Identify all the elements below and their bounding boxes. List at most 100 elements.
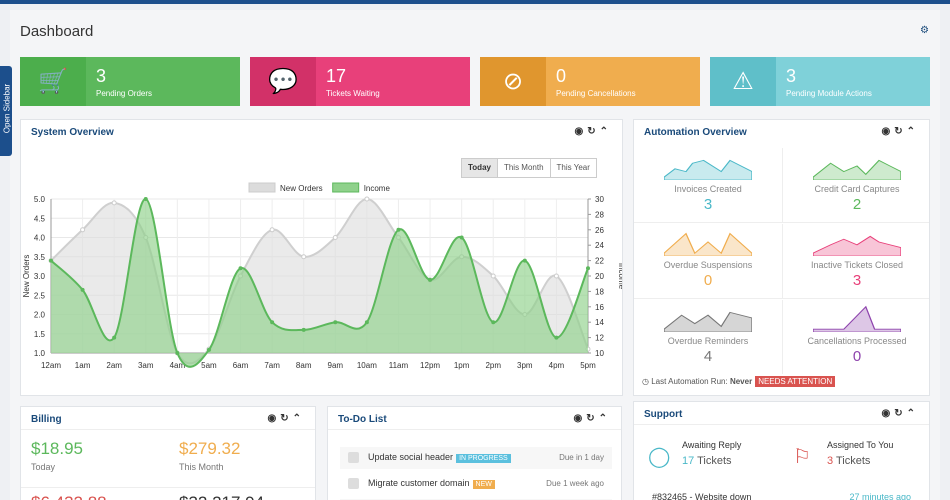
stat-box: ⚠ 3 Pending Module Actions <box>710 57 930 106</box>
x-tick-label: 4pm <box>549 361 565 370</box>
divider <box>328 429 621 430</box>
stat-icon: ⊘ <box>480 57 546 106</box>
billing-amount: $32,217.94 <box>179 493 264 500</box>
panel-title: System Overview <box>31 127 114 138</box>
stat-box: ⊘ 0 Pending Cancellations <box>480 57 700 106</box>
stat-label: Tickets Waiting <box>326 89 380 98</box>
legend-swatch <box>248 182 276 193</box>
point <box>80 227 86 233</box>
support-panel: Support ◉↻⌃ ◯ Awaiting Reply 17 Tickets ⚐ As… <box>633 401 930 500</box>
panel-tools[interactable]: ◉↻⌃ <box>573 413 611 424</box>
billing-period: This Month <box>179 462 224 472</box>
panel-tools[interactable]: ◉↻⌃ <box>574 126 612 137</box>
x-tick-label: 4am <box>170 361 186 370</box>
y-tick-label: 4.0 <box>34 234 46 243</box>
sparkline <box>664 311 752 332</box>
automation-cell: Overdue Reminders 4 <box>634 300 782 374</box>
point <box>332 235 338 240</box>
y2-tick-label: 14 <box>595 318 604 327</box>
x-tick-label: 3pm <box>517 361 533 370</box>
support-label: Awaiting Reply <box>682 440 742 450</box>
checkbox[interactable] <box>348 452 359 463</box>
y2-tick-label: 28 <box>595 210 604 219</box>
ticket-subject[interactable]: #832465 - Website down <box>652 492 752 500</box>
checkbox[interactable] <box>348 478 359 489</box>
sidebar-tab-label[interactable]: Open Sidebar <box>2 83 12 134</box>
sparkline-area <box>664 159 752 180</box>
x-tick-label: 1pm <box>454 361 470 370</box>
todo-title: Migrate customer domain <box>368 478 470 488</box>
billing-amount: $6,432.88 <box>31 493 107 500</box>
support-count-line: 3 Tickets <box>827 455 870 467</box>
stat-value: 3 <box>96 66 107 86</box>
todo-title: Update social header <box>368 452 454 462</box>
automation-label: Cancellations Processed <box>807 336 907 346</box>
divider <box>634 424 929 425</box>
panel-tools[interactable]: ◉↻⌃ <box>881 408 919 419</box>
y2-tick-label: 24 <box>595 241 604 250</box>
dashboard: Dashboard ⚙ Open Sidebar 🛒 3 Pending Order… <box>0 4 950 500</box>
automation-panel: Automation Overview ◉↻⌃ Invoices Created… <box>633 119 930 396</box>
panel-title: To-Do List <box>338 414 387 425</box>
point <box>111 200 117 206</box>
point <box>522 258 527 263</box>
range-tab[interactable]: This Month <box>496 159 550 177</box>
automation-cell: Cancellations Processed 0 <box>782 300 929 374</box>
y-tick-label: 1.5 <box>34 330 46 339</box>
automation-cell: Credit Card Captures 2 <box>782 148 929 223</box>
point <box>301 327 306 332</box>
point <box>143 197 148 201</box>
support-icon: ◯ <box>648 446 671 468</box>
range-tab[interactable]: This Year <box>549 159 596 177</box>
x-tick-label: 12am <box>41 361 61 370</box>
y-tick-label: 3.0 <box>34 272 46 281</box>
automation-footer: ◷ Last Automation Run: Never NEEDS ATTENT… <box>642 376 836 387</box>
point <box>490 273 496 279</box>
range-tab[interactable]: Today <box>462 159 497 177</box>
point <box>49 258 53 263</box>
x-tick-label: 2am <box>106 361 122 370</box>
point <box>491 320 496 325</box>
status-badge: NEW <box>472 480 495 489</box>
y-tick-label: 3.5 <box>34 253 46 262</box>
point <box>80 287 85 292</box>
point <box>206 347 211 352</box>
x-tick-label: 5pm <box>580 361 596 370</box>
settings-icon[interactable]: ⚙ <box>920 25 929 36</box>
x-tick-label: 3am <box>138 361 154 370</box>
sparkline-area <box>664 311 752 332</box>
stat-value: 3 <box>786 66 797 86</box>
todo-due: Due 1 week ago <box>546 479 604 488</box>
sparkline-area <box>664 232 752 256</box>
y-tick-label: 5.0 <box>34 195 46 204</box>
point <box>553 273 559 279</box>
x-tick-label: 10am <box>357 361 377 370</box>
point <box>586 266 590 271</box>
panel-tools[interactable]: ◉↻⌃ <box>881 126 919 137</box>
x-tick-label: 1am <box>75 361 91 370</box>
sparkline-area <box>813 159 901 180</box>
point <box>175 351 180 355</box>
point <box>364 196 370 202</box>
y2-tick-label: 10 <box>595 349 604 358</box>
support-label: Assigned To You <box>827 440 894 450</box>
sparkline <box>813 235 901 256</box>
automation-cell: Invoices Created 3 <box>634 148 782 223</box>
panel-tools[interactable]: ◉↻⌃ <box>267 413 305 424</box>
automation-cell: Overdue Suspensions 0 <box>634 224 782 299</box>
automation-label: Credit Card Captures <box>814 184 900 194</box>
y2-tick-label: 26 <box>595 226 604 235</box>
stat-value: 0 <box>556 66 567 86</box>
todo-row: Migrate customer domain NEW Due 1 week ago <box>340 473 612 495</box>
point <box>112 335 117 340</box>
page-title: Dashboard <box>20 23 94 40</box>
x-tick-label: 6am <box>233 361 249 370</box>
attention-badge: NEEDS ATTENTION <box>755 376 836 387</box>
y2-tick-label: 16 <box>595 303 604 312</box>
panel-title: Automation Overview <box>644 127 747 138</box>
series-area <box>51 198 588 367</box>
point <box>238 266 243 271</box>
system-overview-panel: System Overview ◉↻⌃ Today This Month This … <box>20 119 623 396</box>
sidebar-tab[interactable]: Open Sidebar <box>0 66 12 156</box>
